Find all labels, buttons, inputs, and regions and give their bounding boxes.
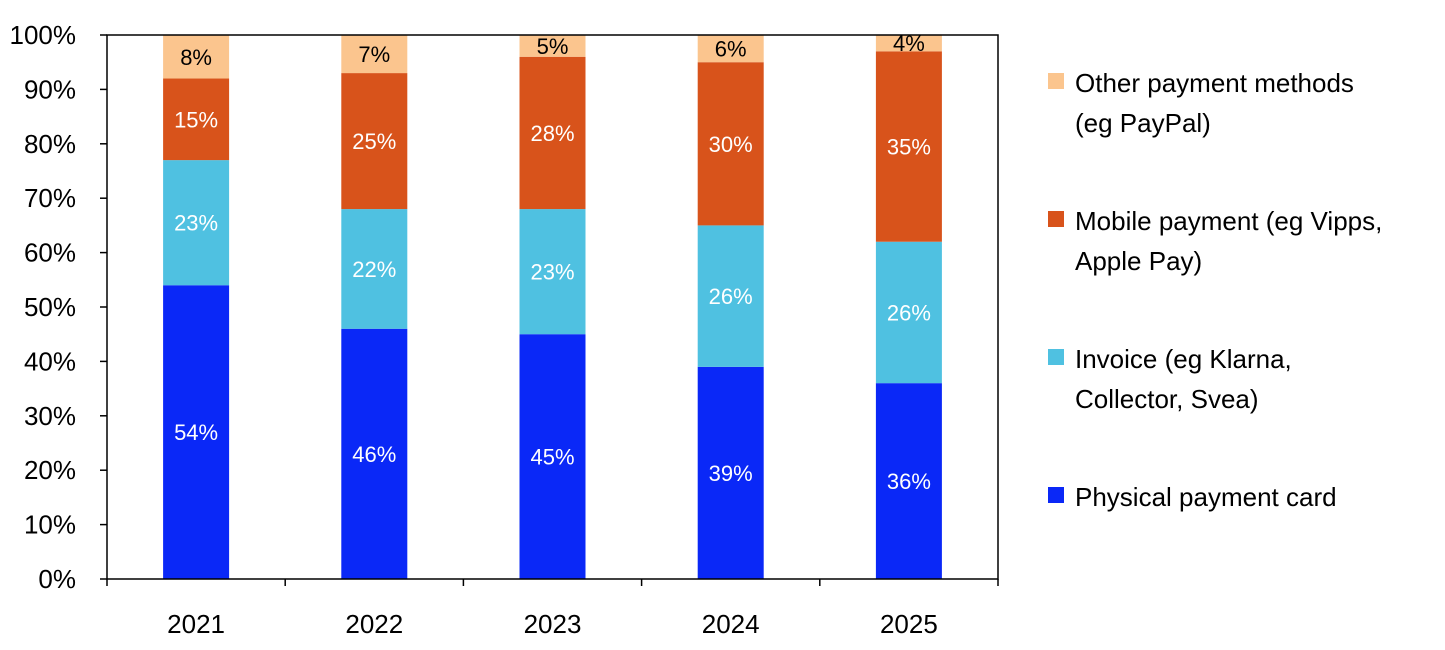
x-category-label: 2022 [345, 609, 403, 639]
legend-swatch [1048, 349, 1064, 365]
data-label: 26% [887, 300, 931, 325]
data-label: 36% [887, 469, 931, 494]
legend-swatch [1048, 73, 1064, 89]
plot-area-frame [106, 34, 999, 580]
legend-swatch [1048, 487, 1064, 503]
bar-segment [519, 209, 586, 335]
data-label: 26% [709, 284, 753, 309]
y-tick-label: 70% [24, 183, 76, 213]
legend-label: Collector, Svea) [1075, 384, 1259, 414]
bars [163, 35, 942, 579]
legend-swatch [1048, 211, 1064, 227]
y-tick-label: 100% [10, 20, 77, 50]
data-label: 35% [887, 135, 931, 160]
data-label: 25% [352, 129, 396, 154]
y-tick-label: 60% [24, 238, 76, 268]
y-tick-label: 20% [24, 455, 76, 485]
bar-segment [163, 78, 230, 161]
data-label: 5% [537, 34, 569, 59]
data-label: 46% [352, 442, 396, 467]
bar-segment [875, 241, 942, 384]
x-axis: 2021 2022 2023 2024 2025 [106, 579, 999, 639]
y-tick-label: 90% [24, 74, 76, 104]
bar-segment [697, 35, 764, 63]
data-label: 30% [709, 132, 753, 157]
bar-segment [697, 366, 764, 579]
data-label: 15% [174, 107, 218, 132]
data-label: 6% [715, 37, 747, 62]
data-label: 7% [358, 42, 390, 67]
x-category-label: 2023 [524, 609, 582, 639]
bar-segment [697, 225, 764, 367]
bar-segment [519, 56, 586, 210]
data-label: 23% [530, 260, 574, 285]
data-label: 54% [174, 420, 218, 445]
legend-label: Mobile payment (eg Vipps, [1075, 206, 1382, 236]
data-label: 45% [530, 445, 574, 470]
x-category-label: 2024 [702, 609, 760, 639]
legend-label: (eg PayPal) [1075, 108, 1211, 138]
y-tick-label: 30% [24, 401, 76, 431]
legend-label: Apple Pay) [1075, 246, 1202, 276]
bar-segment [519, 334, 586, 579]
y-tick-label: 80% [24, 129, 76, 159]
legend-label: Other payment methods [1075, 68, 1354, 98]
bar-segment [163, 35, 230, 79]
legend-label: Physical payment card [1075, 482, 1337, 512]
y-tick-label: 0% [38, 564, 76, 594]
x-category-label: 2021 [167, 609, 225, 639]
bar-segment [875, 383, 942, 579]
data-label: 22% [352, 257, 396, 282]
bar-segment [875, 51, 942, 242]
y-tick-label: 40% [24, 346, 76, 376]
y-axis: 0% 10% 20% 30% 40% 50% 60% 70% 80% 90% 100% [10, 20, 107, 594]
data-label: 39% [709, 461, 753, 486]
data-label: 28% [530, 121, 574, 146]
bar-segment [163, 285, 230, 579]
bar-segment [341, 328, 408, 579]
legend-label: Invoice (eg Klarna, [1075, 344, 1292, 374]
bar-segment [875, 35, 942, 52]
bar-segment [341, 73, 408, 210]
legend: Other payment methods (eg PayPal) Mobile p… [1048, 68, 1382, 512]
y-tick-label: 10% [24, 510, 76, 540]
bar-segment [163, 160, 230, 286]
bar-segment [341, 35, 408, 74]
data-label: 8% [180, 45, 212, 70]
x-category-label: 2025 [880, 609, 938, 639]
data-label: 23% [174, 211, 218, 236]
y-tick-label: 50% [24, 292, 76, 322]
bar-segment [341, 209, 408, 329]
bar-segment [519, 35, 586, 57]
bar-segment [697, 62, 764, 226]
